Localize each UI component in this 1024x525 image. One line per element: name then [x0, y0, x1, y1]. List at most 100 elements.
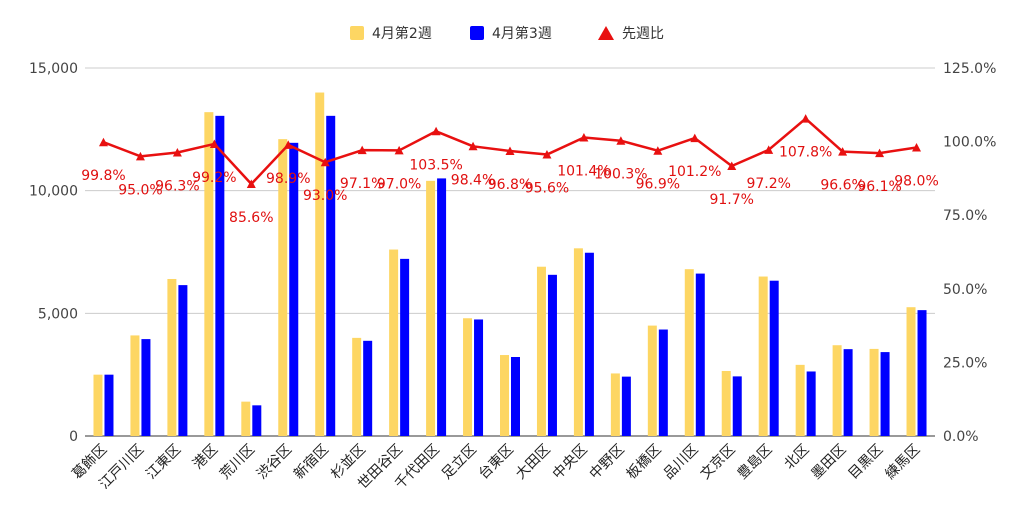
- bar-week2: [389, 249, 399, 436]
- ratio-data-label: 96.3%: [155, 178, 199, 194]
- y-right-tick-label: 50.0%: [943, 282, 987, 298]
- ratio-point: [320, 157, 330, 167]
- ratio-point: [764, 145, 774, 154]
- y-axis-right: 0.0% 25.0% 50.0% 75.0% 100.0% 125.0%: [943, 61, 996, 445]
- ratio-data-label: 95.6%: [525, 181, 569, 197]
- ratio-point: [431, 126, 441, 136]
- bar-week2: [832, 345, 842, 436]
- bar-week2: [167, 278, 177, 436]
- bar-week3: [732, 376, 742, 436]
- bar-week2: [536, 266, 546, 436]
- ratio-data-label: 101.4%: [557, 163, 610, 179]
- bar-week3: [621, 376, 631, 436]
- bar-week2: [795, 364, 805, 436]
- ratio-data-label: 95.0%: [118, 182, 162, 198]
- bar-week3: [104, 374, 114, 436]
- bar-week2: [204, 112, 214, 436]
- bar-week2: [906, 307, 916, 436]
- x-category-label: 渋谷区: [254, 442, 295, 483]
- bar-week2: [869, 348, 879, 436]
- bar-week2: [758, 276, 768, 436]
- x-category-label: 品川区: [661, 442, 702, 483]
- bar-week3: [326, 115, 336, 436]
- ratio-data-label: 91.7%: [709, 192, 753, 208]
- x-category-label: 大田区: [513, 442, 554, 483]
- ratio-point: [912, 142, 922, 152]
- ratio-data-label: 93.0%: [303, 188, 347, 204]
- bar-week3: [806, 371, 816, 436]
- bar-week3: [141, 339, 151, 436]
- ratio-point: [505, 146, 515, 156]
- bar-week3: [400, 258, 410, 436]
- y-right-tick-label: 0.0%: [943, 429, 979, 445]
- bar-week3: [289, 142, 299, 436]
- bar-week3: [474, 319, 484, 436]
- bar-week2: [647, 325, 657, 436]
- y-axis-left: 0 5,000 10,000 15,000: [29, 61, 78, 445]
- x-category-label: 台東区: [476, 442, 517, 483]
- ratio-data-label: 85.6%: [229, 210, 273, 226]
- legend-label-ratio: 先週比: [622, 26, 664, 42]
- ratio-data-label: 107.8%: [779, 145, 832, 161]
- bar-week3: [843, 349, 853, 436]
- ratio-data-label: 100.3%: [594, 167, 647, 183]
- ratio-data-label: 96.8%: [488, 177, 532, 193]
- x-category-label: 板橋区: [624, 442, 665, 483]
- legend-triangle-icon: [598, 26, 614, 40]
- ratio-data-label: 97.0%: [377, 176, 421, 192]
- x-category-label: 文京区: [698, 442, 739, 483]
- bar-week3: [252, 405, 262, 436]
- ratio-point: [542, 150, 552, 159]
- bar-week3: [880, 352, 890, 436]
- ratio-data-label: 96.6%: [820, 178, 864, 194]
- bar-week3: [769, 280, 779, 436]
- ratio-point: [690, 133, 700, 143]
- x-category-label: 足立区: [439, 442, 480, 483]
- ratio-point: [98, 137, 108, 147]
- ratio-point: [394, 145, 404, 155]
- legend-label-week2: 4月第2週: [372, 25, 432, 42]
- ratio-point: [875, 148, 885, 158]
- x-category-label: 新宿区: [290, 441, 332, 483]
- bar-week3: [437, 178, 447, 436]
- ratio-point: [209, 139, 219, 148]
- ratio-data-label: 98.4%: [451, 172, 495, 188]
- bar-week3: [695, 273, 705, 436]
- ratio-point: [727, 161, 737, 171]
- y-right-tick-label: 100.0%: [943, 135, 996, 151]
- bar-week3: [917, 310, 927, 436]
- ratio-point: [653, 146, 663, 155]
- legend-label-week3: 4月第3週: [492, 25, 552, 42]
- y-right-tick-label: 125.0%: [943, 61, 996, 77]
- bar-week3: [215, 115, 225, 436]
- y-left-tick-label: 10,000: [29, 184, 78, 200]
- ratio-point: [801, 114, 811, 123]
- y-right-tick-label: 25.0%: [943, 355, 987, 371]
- x-category-label: 中野区: [587, 442, 628, 483]
- x-category-label: 江東区: [143, 442, 184, 483]
- bar-week3: [511, 357, 520, 436]
- ratio-data-label: 96.9%: [636, 177, 680, 193]
- bar-week3: [363, 340, 373, 436]
- bar-week2: [573, 248, 583, 436]
- y-left-tick-label: 5,000: [38, 306, 78, 322]
- bar-week3: [658, 329, 668, 436]
- x-category-label: 港区: [190, 442, 221, 473]
- ratio-point: [135, 151, 145, 161]
- bar-week2: [241, 401, 251, 436]
- ratio-data-label: 101.2%: [668, 164, 721, 180]
- ratio-point: [357, 145, 367, 155]
- ratio-data-label: 98.9%: [266, 171, 310, 187]
- bar-week2: [500, 355, 509, 436]
- ratio-data-label: 99.2%: [192, 170, 236, 186]
- bar-week2: [315, 92, 325, 437]
- ratio-point: [283, 140, 293, 149]
- x-category-label: 墨田区: [808, 442, 849, 483]
- bar-week2: [130, 335, 140, 436]
- bar-week2: [610, 373, 620, 436]
- ratio-data-label: 96.1%: [857, 179, 901, 195]
- ratio-line: [98, 114, 922, 188]
- x-category-label: 目黒区: [845, 442, 886, 483]
- y-left-tick-label: 0: [69, 429, 78, 445]
